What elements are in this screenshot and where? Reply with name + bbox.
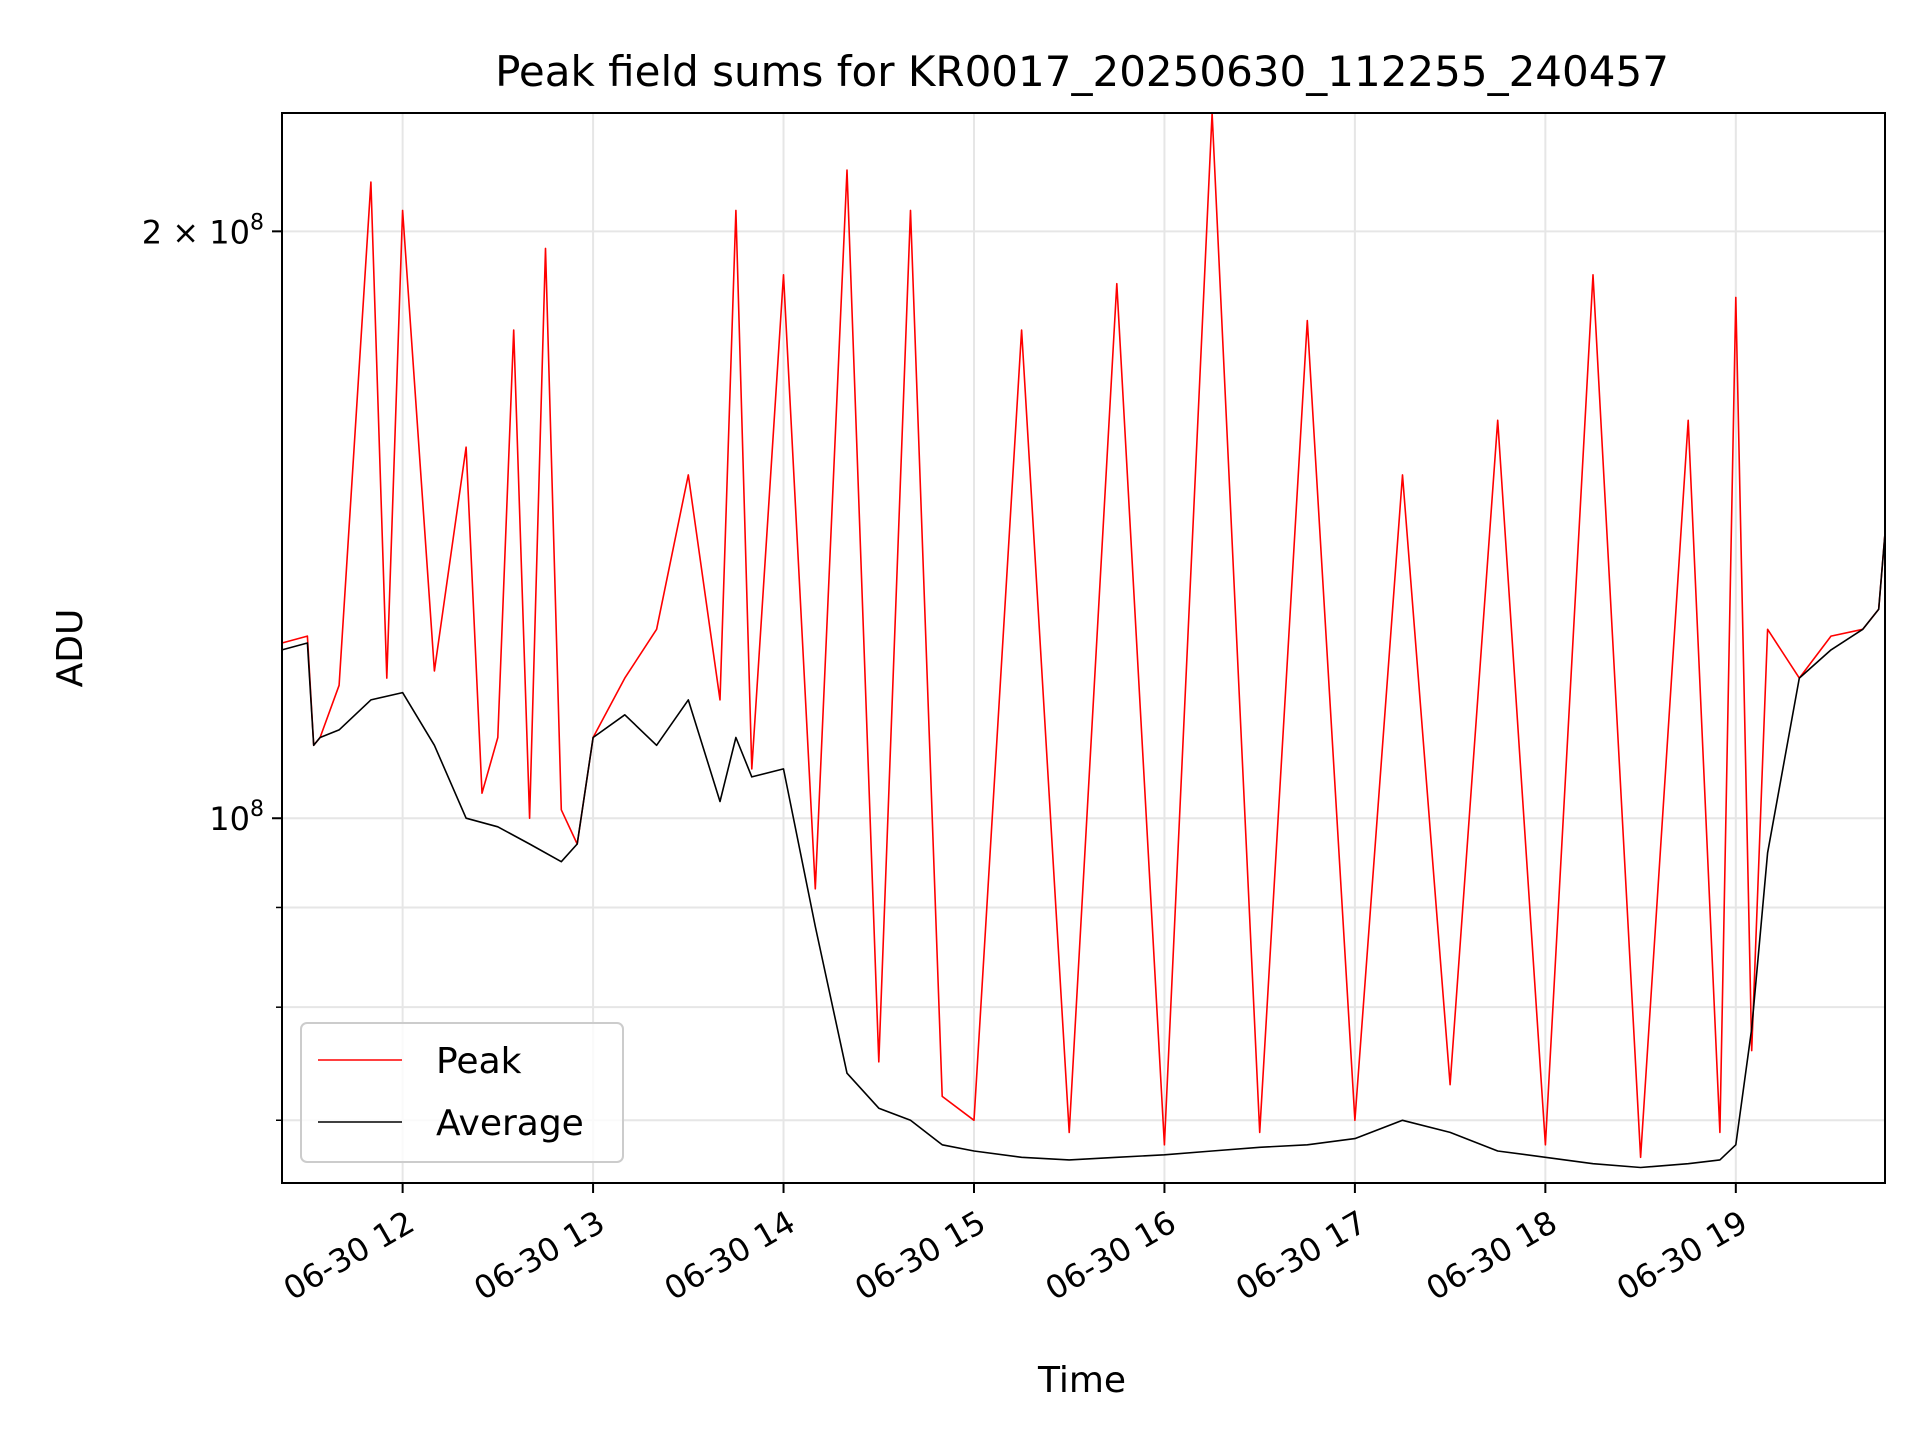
x-axis-label: Time bbox=[1037, 1360, 1126, 1401]
x-tick-label: 06-30 16 bbox=[1039, 1203, 1183, 1308]
x-tick-label: 06-30 14 bbox=[658, 1203, 802, 1308]
chart-title: Peak field sums for KR0017_20250630_1122… bbox=[495, 47, 1669, 96]
series-line-average bbox=[281, 533, 1886, 1169]
legend: Peak Average bbox=[300, 1022, 624, 1163]
y-axis-label: ADU bbox=[50, 609, 91, 688]
plot-lines bbox=[281, 112, 1886, 1169]
series-line-peak bbox=[281, 112, 1886, 1159]
y-tick-label: 108 bbox=[209, 797, 264, 838]
legend-label-peak: Peak bbox=[436, 1041, 522, 1082]
legend-label-average: Average bbox=[436, 1103, 584, 1144]
x-tick-label: 06-30 12 bbox=[277, 1203, 421, 1308]
x-tick-label: 06-30 13 bbox=[467, 1203, 611, 1308]
x-axis: 06-30 12 06-30 13 06-30 14 06-30 15 06-30 16… bbox=[277, 1183, 1754, 1308]
y-axis: 108 2 × 108 bbox=[142, 210, 282, 1122]
plot-frame bbox=[281, 112, 1886, 1184]
x-tick-label: 06-30 19 bbox=[1610, 1203, 1754, 1308]
y-tick-label: 2 × 108 bbox=[142, 210, 264, 251]
x-tick-label: 06-30 17 bbox=[1229, 1203, 1373, 1308]
x-tick-label: 06-30 15 bbox=[848, 1203, 992, 1308]
grid-lines bbox=[282, 113, 1885, 1183]
x-tick-label: 06-30 18 bbox=[1420, 1203, 1564, 1308]
legend-box bbox=[300, 1022, 624, 1163]
